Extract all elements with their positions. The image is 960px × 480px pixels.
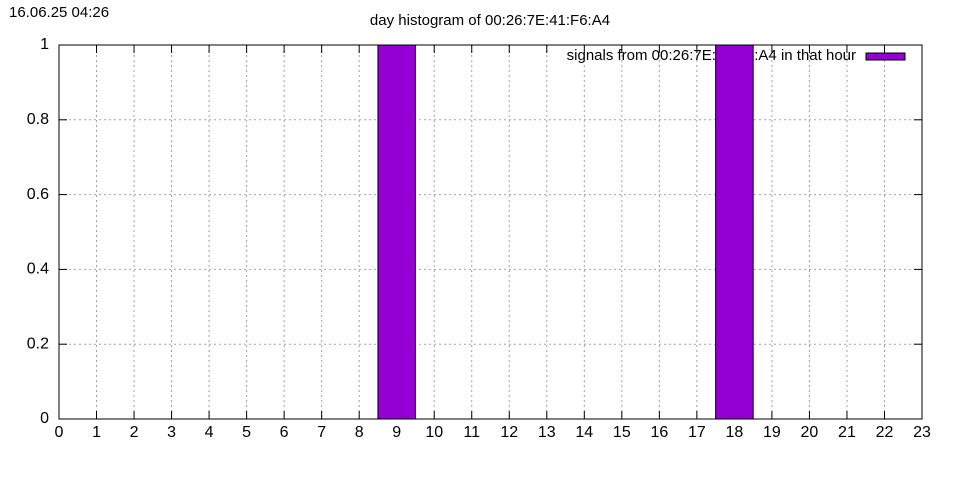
y-tick-label: 0.2 [27,335,49,352]
x-tick-label: 15 [613,424,631,441]
x-tick-label: 18 [725,424,743,441]
x-tick-label: 3 [167,424,176,441]
x-tick-label: 2 [130,424,139,441]
x-tick-label: 12 [500,424,518,441]
x-tick-label: 22 [876,424,894,441]
x-tick-label: 9 [392,424,401,441]
x-tick-label: 8 [355,424,364,441]
x-tick-label: 16 [650,424,668,441]
chart-title: day histogram of 00:26:7E:41:F6:A4 [370,12,610,29]
x-tick-label: 0 [55,424,64,441]
legend-swatch [865,52,906,61]
y-tick-label: 0.4 [27,261,49,278]
x-tick-label: 10 [425,424,443,441]
x-tick-label: 17 [688,424,706,441]
x-tick-label: 19 [763,424,781,441]
x-tick-label: 6 [280,424,289,441]
x-tick-label: 14 [575,424,593,441]
y-tick-label: 0 [40,410,49,427]
x-tick-label: 23 [913,424,931,441]
y-tick-label: 0.6 [27,186,49,203]
plot-border [58,44,923,420]
x-tick-label: 1 [92,424,101,441]
x-tick-label: 4 [205,424,214,441]
timestamp: 16.06.25 04:26 [9,4,109,21]
x-tick-label: 13 [538,424,556,441]
x-tick-label: 20 [801,424,819,441]
x-tick-label: 5 [242,424,251,441]
x-tick-label: 7 [317,424,326,441]
y-tick-label: 0.8 [27,111,49,128]
y-tick-label: 1 [40,36,49,53]
x-tick-label: 11 [463,424,480,441]
bar [377,45,416,419]
bar [715,45,754,419]
x-tick-label: 21 [838,424,856,441]
bars [377,45,754,419]
legend-label: signals from 00:26:7E:41:F6:A4 in that h… [567,47,856,64]
